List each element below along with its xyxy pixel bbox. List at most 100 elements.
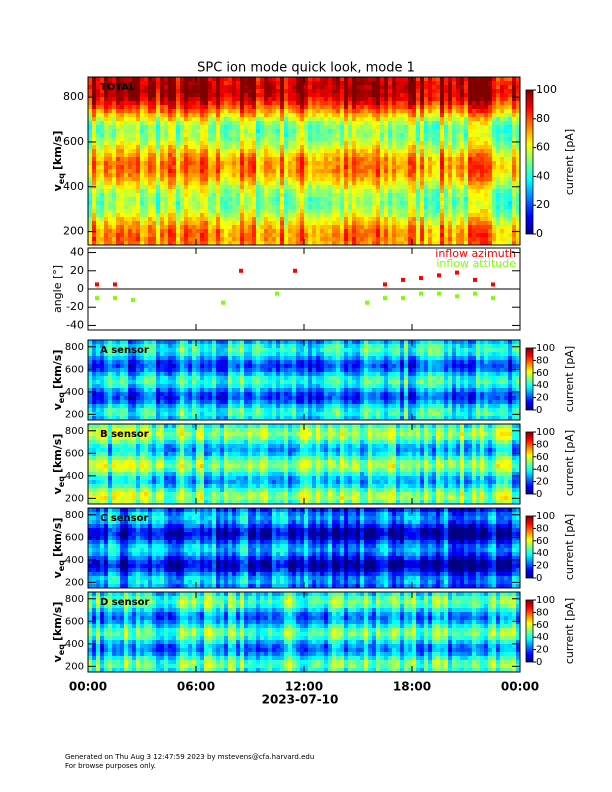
spectrogram-cell (96, 165, 100, 169)
spectrogram-cell (448, 173, 452, 177)
spectrogram-cell (348, 93, 352, 97)
spectrogram-cell (200, 213, 204, 217)
spectrogram-cell (204, 109, 208, 113)
spectrogram-cell (412, 348, 416, 352)
spectrogram-cell (336, 121, 340, 125)
spectrogram-cell (308, 201, 312, 205)
spectrogram-cell (372, 209, 376, 213)
spectrogram-cell (316, 241, 320, 245)
spectrogram-cell (384, 173, 388, 177)
spectrogram-cell (260, 237, 264, 241)
spectrogram-cell (424, 145, 428, 149)
spectrogram-cell (364, 121, 368, 125)
spectrogram-cell (144, 121, 148, 125)
spectrogram-cell (388, 197, 392, 201)
spectrogram-cell (320, 149, 324, 153)
spectrogram-cell (168, 157, 172, 161)
spectrogram-cell (228, 189, 232, 193)
spectrogram-cell (348, 117, 352, 121)
spectrogram-cell (436, 133, 440, 137)
spectrogram-cell (340, 137, 344, 141)
spectrogram-cell (144, 109, 148, 113)
spectrogram-cell (372, 149, 376, 153)
spectrogram-cell (344, 344, 348, 348)
spectrogram-cell (396, 149, 400, 153)
spectrogram-cell (176, 173, 180, 177)
spectrogram-cell (184, 93, 188, 97)
spectrogram-cell (348, 177, 352, 181)
spectrogram-cell (244, 109, 248, 113)
spectrogram-cell (304, 213, 308, 217)
y-tick-label: 400 (63, 180, 84, 193)
spectrogram-cell (224, 344, 228, 348)
spectrogram-cell (196, 153, 200, 157)
spectrogram-cell (156, 201, 160, 205)
spectrogram-cell (364, 177, 368, 181)
spectrogram-cell (488, 77, 492, 81)
spectrogram-cell (184, 169, 188, 173)
spectrogram-cell (212, 352, 216, 356)
spectrogram-cell (480, 213, 484, 217)
spectrogram-cell (132, 344, 136, 348)
spectrogram-cell (96, 201, 100, 205)
spectrogram-cell (156, 177, 160, 181)
spectrogram-cell (208, 113, 212, 117)
spectrogram-cell (280, 221, 284, 225)
spectrogram-cell (228, 89, 232, 93)
spectrogram-cell (148, 237, 152, 241)
spectrogram-cell (240, 93, 244, 97)
spectrogram-cell (276, 101, 280, 105)
spectrogram-cell (312, 205, 316, 209)
spectrogram-cell (216, 197, 220, 201)
spectrogram-cell (284, 197, 288, 201)
spectrogram-cell (336, 225, 340, 229)
spectrogram-cell (88, 117, 92, 121)
spectrogram-cell (448, 109, 452, 113)
spectrogram-cell (420, 348, 424, 352)
spectrogram-cell (360, 197, 364, 201)
spectrogram-cell (104, 233, 108, 237)
spectrogram-cell (480, 161, 484, 165)
spectrogram-cell (116, 137, 120, 141)
spectrogram-cell (344, 149, 348, 153)
spectrogram-cell (240, 173, 244, 177)
spectrogram-cell (104, 213, 108, 217)
spectrogram-cell (192, 109, 196, 113)
spectrogram-cell (312, 77, 316, 81)
spectrogram-cell (212, 93, 216, 97)
spectrogram-cell (276, 85, 280, 89)
spectrogram-cell (240, 117, 244, 121)
spectrogram-cell (144, 217, 148, 221)
spectrogram-cell (484, 181, 488, 185)
spectrogram-cell (288, 209, 292, 213)
spectrogram-cell (240, 81, 244, 85)
spectrogram-cell (192, 189, 196, 193)
spectrogram-cell (304, 125, 308, 129)
spectrogram-cell (180, 145, 184, 149)
spectrogram-cell (108, 93, 112, 97)
spectrogram-cell (304, 241, 308, 245)
spectrogram-cell (448, 161, 452, 165)
spectrogram-cell (220, 101, 224, 105)
spectrogram-cell (124, 352, 128, 356)
spectrogram-cell (512, 121, 516, 125)
spectrogram-cell (380, 117, 384, 121)
spectrogram-cell (152, 201, 156, 205)
spectrogram-cell (144, 161, 148, 165)
spectrogram-cell (276, 145, 280, 149)
spectrogram-cell (408, 177, 412, 181)
spectrogram-cell (408, 133, 412, 137)
spectrogram-cell (312, 237, 316, 241)
spectrogram-cell (376, 85, 380, 89)
spectrogram-cell (456, 149, 460, 153)
spectrogram-cell (208, 157, 212, 161)
spectrogram-cell (256, 105, 260, 109)
spectrogram-cell (504, 93, 508, 97)
spectrogram-cell (96, 237, 100, 241)
spectrogram-cell (272, 161, 276, 165)
spectrogram-cell (220, 233, 224, 237)
spectrogram-cell (312, 185, 316, 189)
spectrogram-cell (516, 233, 520, 237)
spectrogram-cell (92, 340, 96, 344)
spectrogram-cell (344, 229, 348, 233)
